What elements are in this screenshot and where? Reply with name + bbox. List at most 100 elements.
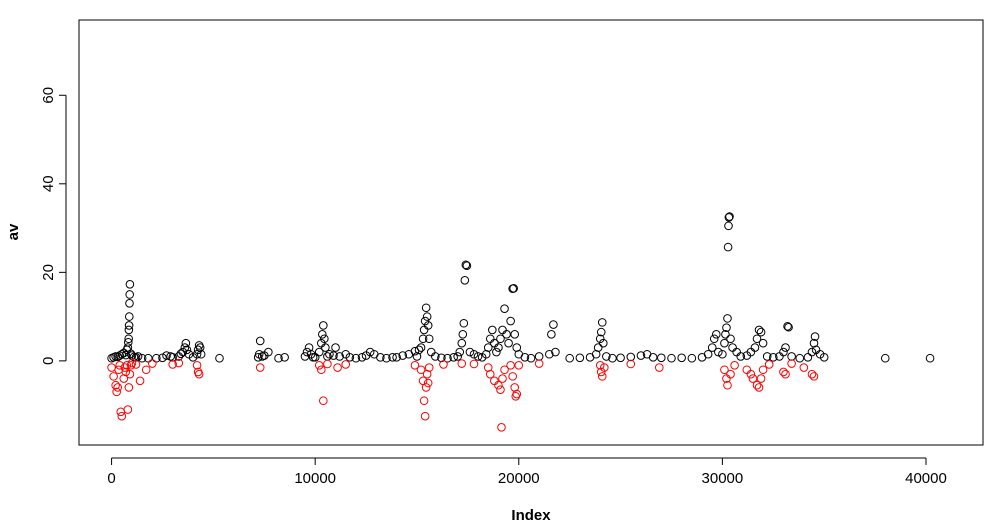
data-point-black <box>462 261 472 271</box>
data-point-red <box>746 369 756 379</box>
data-point-red <box>323 359 332 369</box>
data-point-black <box>320 334 329 344</box>
data-point-black <box>158 353 167 363</box>
data-point-black <box>325 349 334 359</box>
x-tick-label: 20000 <box>498 470 540 487</box>
data-point-black <box>598 338 608 348</box>
data-point-black <box>124 325 134 335</box>
data-point-black <box>215 353 224 363</box>
data-point-black <box>182 345 192 355</box>
data-point-red <box>787 359 796 368</box>
data-point-red <box>469 359 479 369</box>
data-point-black <box>714 347 723 357</box>
data-point-black <box>608 353 617 363</box>
data-point-black <box>123 337 133 347</box>
data-point-black <box>534 352 544 361</box>
data-point-black <box>181 338 191 348</box>
data-point-red <box>508 372 517 381</box>
data-point-black <box>575 353 585 363</box>
data-point-red <box>500 365 509 375</box>
data-point-black <box>667 353 676 363</box>
data-point-black <box>506 316 515 326</box>
data-point-red <box>255 363 265 372</box>
data-point-black <box>125 280 135 289</box>
data-point-black <box>504 338 513 348</box>
data-point-black <box>137 353 147 363</box>
data-point-red <box>424 363 434 372</box>
data-point-red <box>498 374 507 383</box>
y-axis: 0 20 40 60 <box>40 87 67 365</box>
data-point-black <box>723 314 732 323</box>
data-point-black <box>388 353 397 362</box>
data-point-red <box>534 359 544 368</box>
data-point-red <box>168 360 177 369</box>
data-point-black <box>473 352 483 361</box>
data-point-red <box>123 405 133 414</box>
data-point-black <box>593 343 603 352</box>
data-point-red <box>135 376 145 386</box>
data-point-black <box>526 353 536 363</box>
data-point-black <box>459 318 469 328</box>
data-point-red <box>600 363 609 372</box>
data-point-red <box>410 361 420 370</box>
data-point-red <box>125 369 135 379</box>
data-point-black <box>718 349 727 359</box>
x-axis-title: Index <box>511 507 551 524</box>
data-point-black <box>787 352 796 361</box>
data-point-red <box>764 360 774 369</box>
data-point-black <box>545 349 554 359</box>
data-point-black <box>310 353 320 362</box>
data-point-red <box>112 387 121 397</box>
data-point-red <box>799 363 809 372</box>
data-point-black <box>423 321 433 330</box>
data-point-black <box>720 338 729 348</box>
data-point-red <box>748 374 758 383</box>
data-point-black <box>626 352 636 362</box>
data-point-red <box>174 358 184 368</box>
data-point-black <box>321 343 330 352</box>
data-point-black <box>784 322 793 332</box>
data-point-black <box>414 345 424 355</box>
data-point-black <box>461 260 471 270</box>
data-point-black <box>335 352 344 361</box>
data-point-black <box>318 330 327 339</box>
data-point-black <box>178 347 188 357</box>
data-point-red <box>194 369 204 379</box>
data-point-red <box>148 359 157 368</box>
data-point-red <box>807 369 817 379</box>
data-point-black <box>357 353 367 362</box>
data-point-black <box>274 353 283 363</box>
data-point-red <box>416 365 426 375</box>
data-point-black <box>520 353 530 362</box>
data-point-black <box>264 347 273 357</box>
data-point-red <box>720 365 729 375</box>
data-point-black <box>443 353 452 363</box>
data-point-black <box>365 347 375 357</box>
data-point-black <box>807 347 817 357</box>
data-point-red <box>124 383 134 392</box>
data-point-black <box>314 347 324 357</box>
data-point-black <box>750 343 760 352</box>
data-point-black <box>724 213 734 222</box>
data-point-black <box>431 352 440 361</box>
data-point-red <box>756 374 766 383</box>
y-axis-title: av <box>5 223 22 240</box>
data-point-black <box>280 353 289 362</box>
data-point-black <box>152 353 161 363</box>
data-point-black <box>722 323 731 332</box>
data-point-black <box>803 353 813 362</box>
data-point-black <box>457 338 467 348</box>
data-point-black <box>819 353 829 362</box>
data-point-black <box>709 334 719 344</box>
plot-area-frame <box>78 19 984 446</box>
data-point-red <box>131 360 141 369</box>
data-point-black <box>687 353 697 363</box>
data-point-black <box>602 352 611 361</box>
data-point-black <box>449 353 458 362</box>
data-point-red <box>485 369 495 379</box>
data-point-black <box>424 334 434 344</box>
data-point-black <box>319 321 328 330</box>
data-point-red <box>809 372 819 381</box>
y-tick-label: 40 <box>40 175 57 192</box>
